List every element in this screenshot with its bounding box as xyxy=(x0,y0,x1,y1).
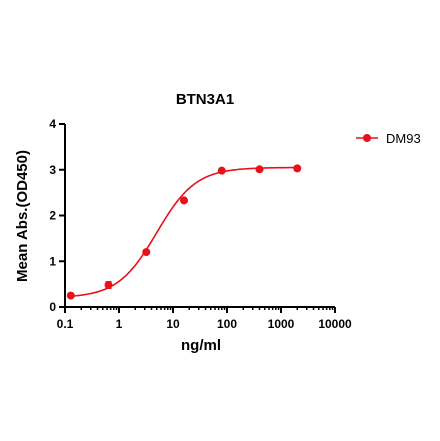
legend-label: DM93 xyxy=(386,131,421,146)
data-point xyxy=(293,164,302,173)
fit-curve-layer xyxy=(70,166,298,298)
y-tick-label: 2 xyxy=(49,209,56,223)
fit-curve xyxy=(70,166,298,298)
y-tick-label: 1 xyxy=(49,254,56,268)
x-tick-label: 10 xyxy=(166,317,180,331)
legend: DM93 xyxy=(356,131,421,146)
y-tick-label: 0 xyxy=(49,300,56,314)
x-tick-label: 1000 xyxy=(268,317,295,331)
data-point xyxy=(255,165,264,174)
data-point xyxy=(142,248,151,257)
x-tick-label: 0.1 xyxy=(57,317,74,331)
data-point xyxy=(66,291,75,300)
y-tick-label: 4 xyxy=(49,117,56,131)
x-tick-label: 1 xyxy=(116,317,123,331)
chart-title: BTN3A1 xyxy=(176,91,234,108)
axes: 0 1 2 3 4 0.1 1 10 100 1000 10000 xyxy=(49,117,352,331)
y-axis-label: Mean Abs.(OD450) xyxy=(14,150,31,282)
data-point xyxy=(217,166,226,175)
legend-marker xyxy=(363,134,371,142)
data-points-layer xyxy=(66,164,302,300)
data-point xyxy=(104,281,113,290)
x-tick-label: 10000 xyxy=(318,317,352,331)
x-tick-label: 100 xyxy=(217,317,237,331)
x-axis-label: ng/ml xyxy=(181,337,221,354)
y-tick-label: 3 xyxy=(49,163,56,177)
data-point xyxy=(180,196,189,205)
